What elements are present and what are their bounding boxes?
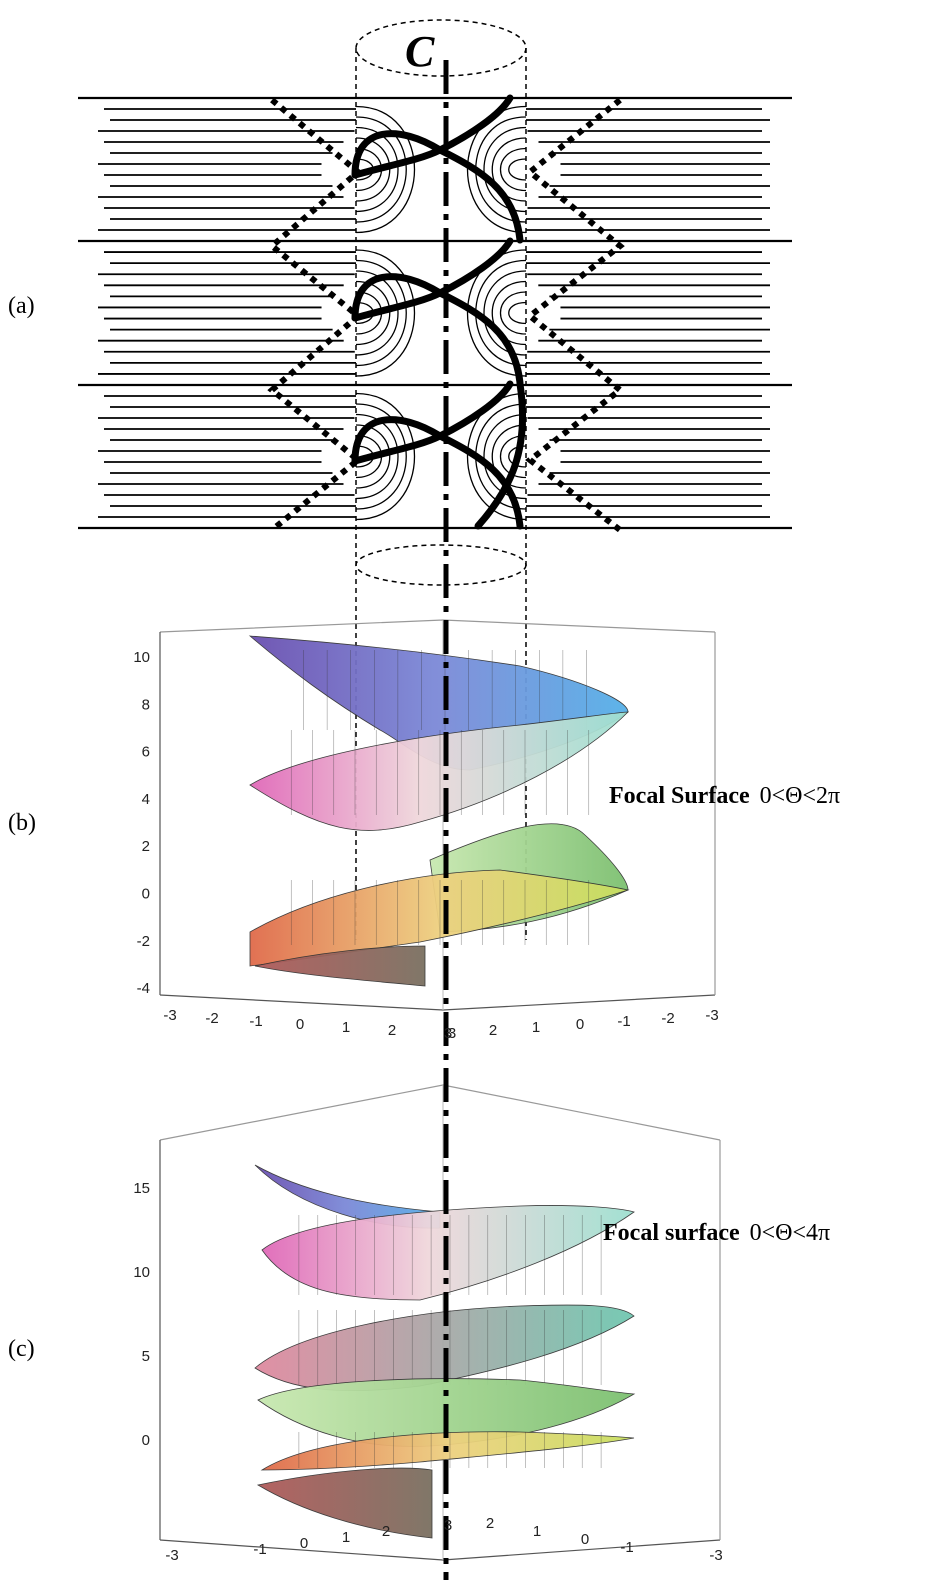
x-tick-label: 1	[532, 1019, 540, 1036]
box-edge	[160, 995, 715, 1010]
x-tick-label: -1	[253, 1541, 266, 1558]
x-tick-label: 3	[444, 1517, 452, 1534]
caption-title: Focal Surface	[609, 783, 750, 809]
cylinder-top	[356, 20, 526, 76]
axis-label: C	[405, 27, 435, 76]
z-tick-label: 0	[142, 1432, 150, 1449]
x-tick-label: -1	[620, 1539, 633, 1556]
z-tick-label: 4	[142, 791, 150, 808]
x-tick-label: 0	[300, 1535, 308, 1552]
x-tick-label: -3	[165, 1547, 178, 1564]
caption-range: 0<Θ<2π	[760, 783, 841, 809]
x-tick-label: 2	[486, 1515, 494, 1532]
z-tick-label: 5	[142, 1348, 150, 1365]
caption-title: Focal surface	[603, 1220, 740, 1246]
x-tick-label: -1	[249, 1013, 262, 1030]
z-tick-label: -4	[137, 980, 150, 997]
z-tick-label: 0	[142, 886, 150, 903]
x-tick-label: 3	[448, 1025, 456, 1042]
contour	[509, 159, 526, 180]
x-tick-label: -3	[705, 1007, 718, 1024]
panel-label: (b)	[8, 810, 36, 836]
x-tick-label: -3	[709, 1547, 722, 1564]
x-tick-label: -3	[163, 1007, 176, 1024]
x-tick-label: 2	[489, 1022, 497, 1039]
contour	[501, 149, 527, 191]
caption-range: 0<Θ<4π	[750, 1220, 831, 1246]
contour	[509, 303, 526, 324]
x-tick-label: -2	[205, 1010, 218, 1027]
caption: Focal Surface 0<Θ<2π	[609, 783, 840, 809]
panel-label: (c)	[8, 1336, 35, 1362]
page: {"panel_a": {"label": "(a)", "axis_label…	[0, 0, 941, 1580]
box-edge	[160, 1540, 720, 1560]
x-tick-label: 0	[576, 1016, 584, 1033]
x-tick-label: 0	[581, 1531, 589, 1548]
caption: Focal surface 0<Θ<4π	[603, 1220, 830, 1246]
x-tick-label: 1	[342, 1529, 350, 1546]
x-tick-label: 0	[296, 1016, 304, 1033]
z-tick-label: 8	[142, 696, 150, 713]
x-tick-label: -1	[617, 1013, 630, 1030]
figure: (a) C (b) Focal Surface 0<Θ<2π (c) Focal …	[0, 0, 941, 1580]
z-tick-label: 6	[142, 744, 150, 761]
surface	[258, 1468, 432, 1538]
z-tick-label: 2	[142, 838, 150, 855]
x-tick-label: 2	[388, 1022, 396, 1039]
box-edge	[160, 620, 715, 632]
x-tick-label: 1	[533, 1523, 541, 1540]
x-tick-label: -2	[661, 1010, 674, 1027]
z-tick-label: 10	[133, 649, 150, 666]
cylinder-bottom	[356, 545, 526, 585]
z-tick-label: 15	[133, 1180, 150, 1197]
x-tick-label: 2	[382, 1523, 390, 1540]
z-tick-label: 10	[133, 1264, 150, 1281]
box-edge	[160, 1085, 720, 1140]
z-tick-label: -2	[137, 933, 150, 950]
x-tick-label: 1	[342, 1019, 350, 1036]
surface	[250, 870, 628, 966]
panel-label: (a)	[8, 293, 35, 319]
contour	[501, 292, 527, 334]
